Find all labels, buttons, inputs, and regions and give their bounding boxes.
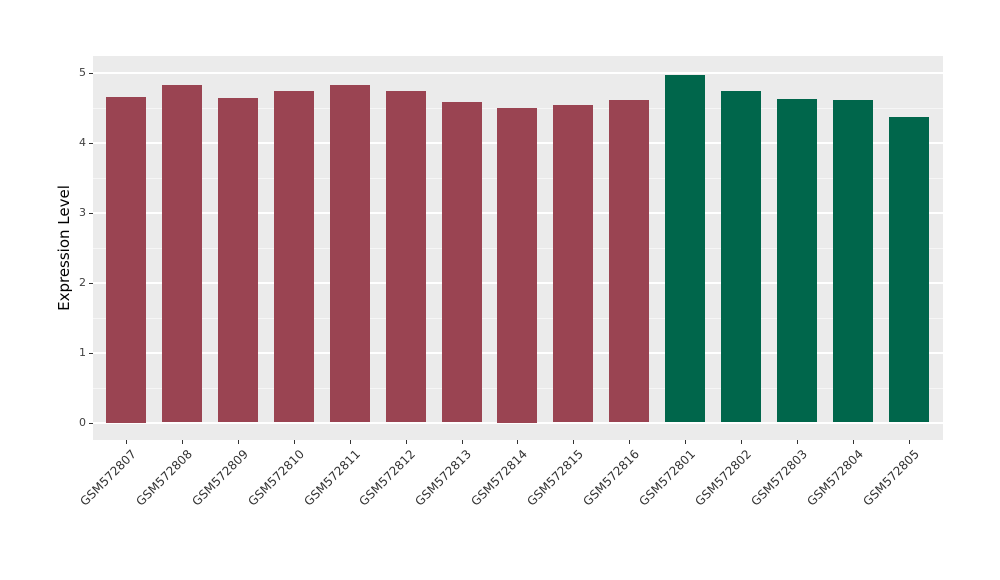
bar-GSM572814 [497,107,538,423]
y-tick-mark [89,212,93,214]
bar-GSM572813 [441,101,482,423]
x-tick-label: GSM572808 [132,447,195,509]
x-tick-label: GSM572805 [860,447,923,509]
x-tick-mark [125,440,127,444]
x-tick-mark [293,440,295,444]
x-tick-mark [181,440,183,444]
x-tick-label: GSM572815 [524,447,587,509]
x-tick-mark [853,440,855,444]
x-tick-label: GSM572809 [188,447,251,509]
x-tick-mark [405,440,407,444]
y-tick-mark [89,352,93,354]
x-tick-mark [349,440,351,444]
y-tick-label: 4 [79,135,86,149]
x-tick-label: GSM572813 [412,447,475,509]
x-tick-mark [573,440,575,444]
x-tick-label: GSM572803 [748,447,811,509]
x-tick-mark [461,440,463,444]
y-tick-mark [89,142,93,144]
plot-panel [93,56,943,440]
x-tick-mark [797,440,799,444]
y-tick-label: 0 [79,415,86,429]
x-tick-label: GSM572810 [244,447,307,509]
gridline-major [93,421,943,424]
x-tick-mark [909,440,911,444]
y-axis-title: Expression Level [55,185,73,311]
bar-GSM572809 [217,97,258,423]
bar-GSM572808 [161,85,202,423]
bar-GSM572810 [273,91,314,423]
bar-GSM572803 [777,99,818,423]
bar-GSM572807 [105,97,146,423]
bar-GSM572812 [385,91,426,423]
x-tick-mark [629,440,631,444]
bar-GSM572802 [721,91,762,423]
gridline-major [93,71,943,74]
y-tick-label: 3 [79,205,86,219]
y-tick-label: 2 [79,275,86,289]
y-tick-label: 5 [79,65,86,79]
x-tick-mark [237,440,239,444]
x-tick-label: GSM572802 [692,447,755,509]
x-tick-label: GSM572811 [300,447,363,509]
y-tick-mark [89,282,93,284]
x-tick-label: GSM572807 [77,447,139,509]
bar-GSM572811 [329,85,370,423]
y-tick-mark [89,72,93,74]
x-tick-label: GSM572816 [580,447,643,509]
bar-GSM572801 [665,74,706,423]
x-tick-label: GSM572804 [804,447,867,509]
bar-GSM572816 [609,99,650,423]
bar-GSM572805 [889,116,930,423]
x-tick-label: GSM572812 [356,447,419,509]
x-tick-mark [517,440,519,444]
x-tick-label: GSM572801 [636,447,699,509]
y-tick-label: 1 [79,345,86,359]
x-tick-label: GSM572814 [468,447,531,509]
bar-GSM572804 [833,99,874,423]
x-tick-mark [685,440,687,444]
bar-GSM572815 [553,104,594,423]
x-tick-mark [741,440,743,444]
y-tick-mark [89,422,93,424]
